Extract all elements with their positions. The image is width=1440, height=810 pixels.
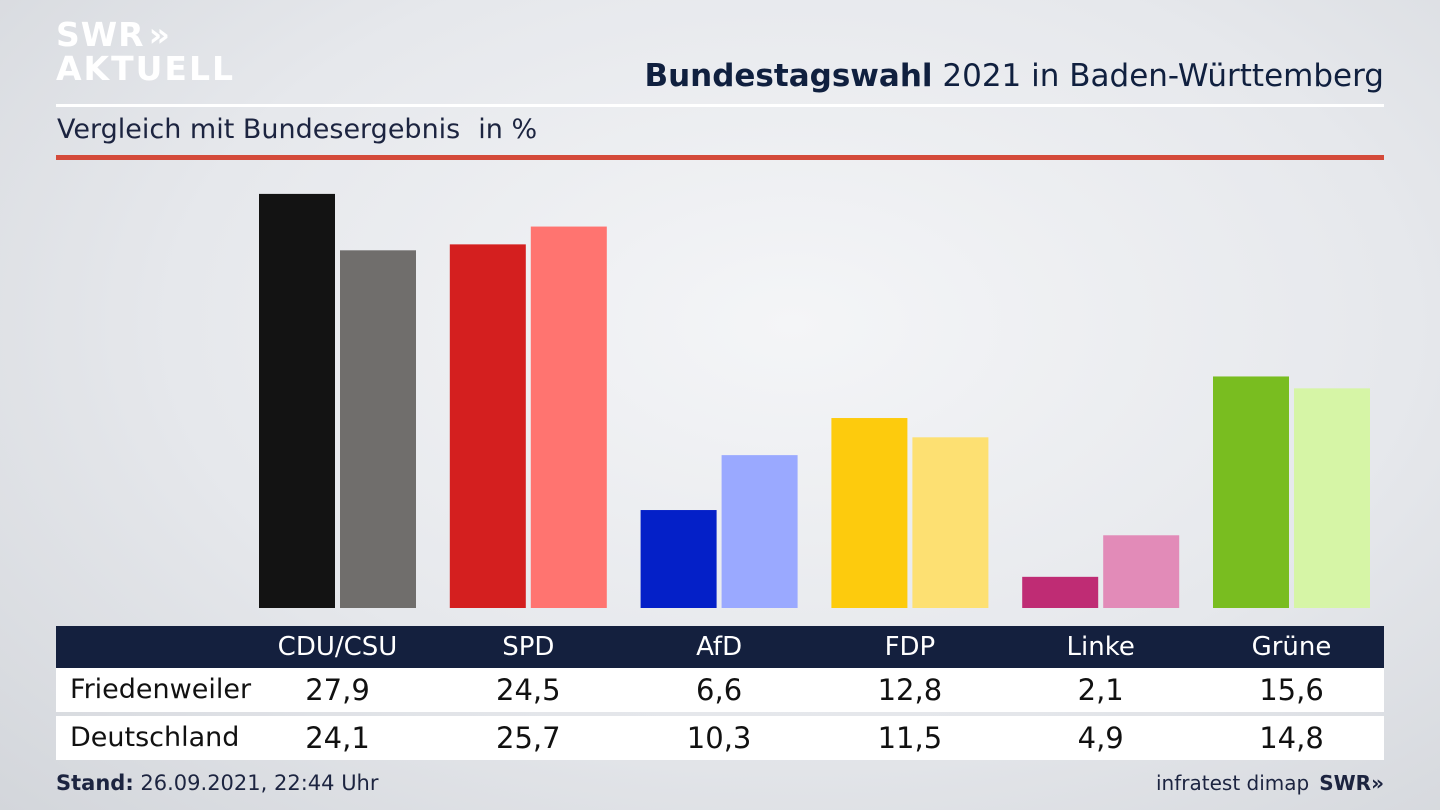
table-cell: 14,8 xyxy=(1259,721,1324,755)
title-bold: Bundestagswahl xyxy=(644,58,933,94)
table-header: CDU/CSU SPD AfD FDP Linke Grüne xyxy=(56,626,1384,668)
source-credit: infratest dimap SWR» xyxy=(1156,771,1384,795)
timestamp: Stand: 26.09.2021, 22:44 Uhr xyxy=(56,771,379,795)
column-header-gr-ne: Grüne xyxy=(1251,632,1332,662)
bar-spd-deutschland xyxy=(530,226,607,608)
swr-aktuell-logo: SWR» AKTUELL xyxy=(56,18,235,86)
title-divider xyxy=(56,104,1384,107)
column-header-afd: AfD xyxy=(696,632,743,662)
table-cell: 2,1 xyxy=(1077,673,1124,707)
unit-label: in % xyxy=(478,114,538,145)
table-cell: 10,3 xyxy=(686,721,752,755)
column-header-linke: Linke xyxy=(1066,632,1135,662)
results-table: CDU/CSU SPD AfD FDP Linke Grüne Friedenweiler… xyxy=(56,626,1384,760)
table-cell: 4,9 xyxy=(1077,721,1124,755)
table-cell: 27,9 xyxy=(305,673,370,707)
bar-fdp-deutschland xyxy=(912,437,989,608)
swr-brand-icon: SWR» xyxy=(1319,771,1384,795)
column-header-spd: SPD xyxy=(502,632,555,662)
table-row: Deutschland 24,1 25,7 10,3 11,5 4,9 14,8 xyxy=(56,716,1384,760)
bar-linke-deutschland xyxy=(1103,535,1180,608)
bar-afd-deutschland xyxy=(721,455,798,608)
column-header-cdu-csu: CDU/CSU xyxy=(277,632,398,662)
table-cell: 15,6 xyxy=(1259,673,1324,707)
bar-fdp-friedenweiler xyxy=(831,418,908,608)
table-cell: 6,6 xyxy=(696,673,743,707)
logo-line-2: AKTUELL xyxy=(56,49,236,88)
table-cell: 12,8 xyxy=(877,673,943,707)
source-label: infratest dimap xyxy=(1156,771,1310,795)
bar-linke-friedenweiler xyxy=(1022,576,1099,608)
bar-afd-friedenweiler xyxy=(640,510,717,608)
bar-cdu-csu-friedenweiler xyxy=(259,193,335,608)
title-rest: 2021 in Baden-Württemberg xyxy=(942,58,1384,94)
column-header-fdp: FDP xyxy=(884,632,936,662)
stand-label: Stand: xyxy=(56,771,134,795)
bar-gr-ne-deutschland xyxy=(1294,388,1370,608)
page-title: Bundestagswahl 2021 in Baden-Württemberg xyxy=(644,58,1384,94)
stand-value: 26.09.2021, 22:44 Uhr xyxy=(140,771,379,795)
table-cell: 24,5 xyxy=(496,673,561,707)
table-cell: 24,1 xyxy=(305,721,370,755)
row-label: Deutschland xyxy=(70,722,240,753)
subtitle-text: Vergleich mit Bundesergebnis xyxy=(57,114,461,145)
bar-chart xyxy=(259,193,1370,609)
row-label: Friedenweiler xyxy=(70,674,252,705)
table-cell: 25,7 xyxy=(496,721,561,755)
bar-gr-ne-friedenweiler xyxy=(1213,376,1289,608)
chart-subtitle: Vergleich mit Bundesergebnis in % xyxy=(57,114,537,145)
logo-line-1: SWR xyxy=(56,15,145,54)
table-cell: 11,5 xyxy=(877,721,943,755)
accent-divider xyxy=(56,155,1384,160)
table-row: Friedenweiler 27,9 24,5 6,6 12,8 2,1 15,6 xyxy=(56,668,1384,712)
bar-cdu-csu-deutschland xyxy=(340,250,416,608)
bar-spd-friedenweiler xyxy=(449,244,526,609)
